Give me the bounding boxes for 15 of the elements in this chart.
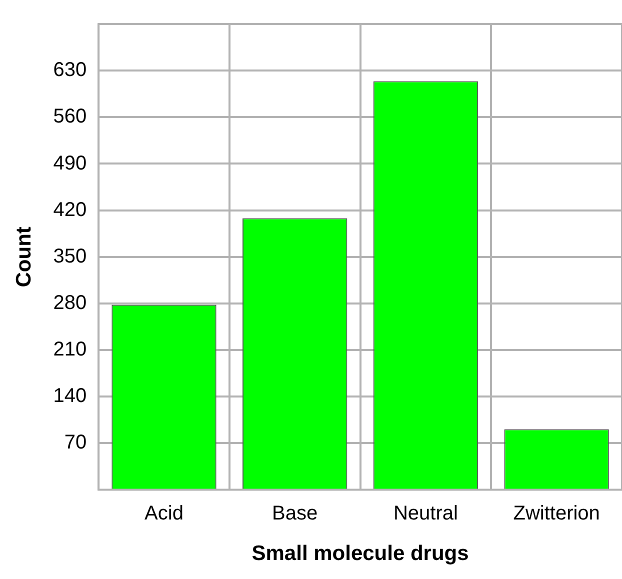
y-tick-label: 350 bbox=[53, 245, 87, 268]
x-tick-label: Zwitterion bbox=[513, 502, 600, 524]
x-axis-title: Small molecule drugs bbox=[252, 542, 469, 566]
y-tick-label: 280 bbox=[53, 292, 87, 314]
y-tick-label: 420 bbox=[53, 198, 87, 221]
y-tick-label: 560 bbox=[53, 106, 87, 128]
y-tick-label: 210 bbox=[53, 338, 87, 361]
x-tick-label: Neutral bbox=[393, 502, 458, 524]
x-tick-label: Base bbox=[272, 502, 318, 524]
y-tick-label: 140 bbox=[53, 385, 87, 408]
y-tick-label: 490 bbox=[53, 152, 87, 174]
y-tick-label: 70 bbox=[64, 432, 87, 454]
y-tick-label: 630 bbox=[53, 59, 87, 82]
x-tick-label: Acid bbox=[144, 502, 184, 524]
y-axis-title: Count bbox=[12, 226, 36, 288]
